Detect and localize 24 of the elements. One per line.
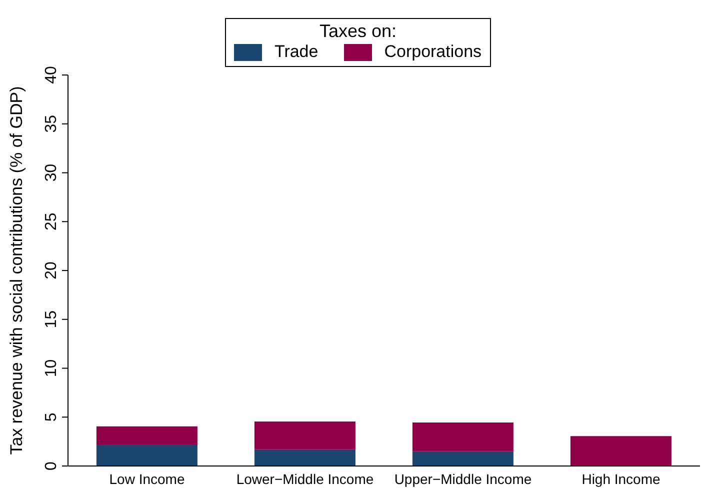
legend-label: Trade <box>273 42 318 62</box>
bar <box>570 436 672 466</box>
x-tick-label: High Income <box>582 470 661 487</box>
y-tick-label: 0 <box>43 461 60 470</box>
x-tick-label: Lower−Middle Income <box>236 470 374 487</box>
bar <box>412 451 514 466</box>
y-axis-title: Tax revenue with social contributions (% of GDP) <box>7 86 26 455</box>
legend-title: Taxes on: <box>318 21 398 42</box>
y-tick-label: 15 <box>43 310 60 328</box>
y-tick-label: 25 <box>43 212 60 231</box>
legend-label: Corporations <box>383 42 482 62</box>
y-tick-label: 10 <box>43 359 60 378</box>
y-tick-label: 30 <box>43 164 60 182</box>
bar <box>96 426 198 444</box>
y-tick-label: 35 <box>43 114 60 133</box>
bar <box>254 422 356 450</box>
x-tick-label: Low Income <box>109 470 185 487</box>
bar <box>412 422 514 452</box>
y-tick-label: 20 <box>43 262 60 280</box>
bar <box>254 449 356 466</box>
x-tick-label: Upper−Middle Income <box>394 470 532 487</box>
y-tick-label: 40 <box>43 66 60 84</box>
bar <box>96 444 198 466</box>
y-tick-label: 5 <box>43 412 60 422</box>
